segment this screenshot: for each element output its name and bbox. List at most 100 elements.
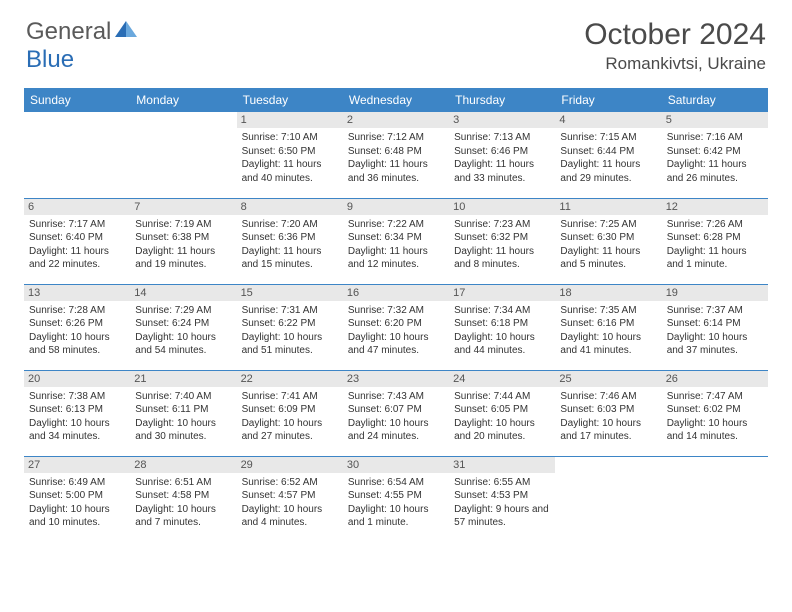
sunset-text: Sunset: 6:13 PM — [29, 403, 125, 417]
calendar-day-cell: 30Sunrise: 6:54 AMSunset: 4:55 PMDayligh… — [343, 456, 449, 542]
day-body: Sunrise: 7:17 AMSunset: 6:40 PMDaylight:… — [29, 218, 125, 272]
day-number: 4 — [555, 112, 661, 128]
weekday-header: Wednesday — [343, 88, 449, 112]
sunset-text: Sunset: 6:11 PM — [135, 403, 231, 417]
day-number: 7 — [130, 199, 236, 215]
sunset-text: Sunset: 6:48 PM — [348, 145, 444, 159]
calendar-day-cell: 18Sunrise: 7:35 AMSunset: 6:16 PMDayligh… — [555, 284, 661, 370]
day-number: 2 — [343, 112, 449, 128]
location-label: Romankivtsi, Ukraine — [584, 54, 766, 74]
sunset-text: Sunset: 4:53 PM — [454, 489, 550, 503]
daylight-text: Daylight: 11 hours and 15 minutes. — [242, 245, 338, 272]
calendar-day-cell: 26Sunrise: 7:47 AMSunset: 6:02 PMDayligh… — [662, 370, 768, 456]
sunset-text: Sunset: 6:40 PM — [29, 231, 125, 245]
sunset-text: Sunset: 5:00 PM — [29, 489, 125, 503]
calendar-day-cell: 5Sunrise: 7:16 AMSunset: 6:42 PMDaylight… — [662, 112, 768, 198]
sunset-text: Sunset: 6:24 PM — [135, 317, 231, 331]
daylight-text: Daylight: 10 hours and 7 minutes. — [135, 503, 231, 530]
day-number: 12 — [662, 199, 768, 215]
sunrise-text: Sunrise: 7:38 AM — [29, 390, 125, 404]
weekday-header: Monday — [130, 88, 236, 112]
sunset-text: Sunset: 6:44 PM — [560, 145, 656, 159]
sunset-text: Sunset: 4:58 PM — [135, 489, 231, 503]
day-body: Sunrise: 7:22 AMSunset: 6:34 PMDaylight:… — [348, 218, 444, 272]
day-number: 22 — [237, 371, 343, 387]
calendar-day-cell — [555, 456, 661, 542]
calendar-day-cell: 10Sunrise: 7:23 AMSunset: 6:32 PMDayligh… — [449, 198, 555, 284]
day-number: 13 — [24, 285, 130, 301]
day-number: 15 — [237, 285, 343, 301]
weekday-header: Sunday — [24, 88, 130, 112]
sunrise-text: Sunrise: 7:10 AM — [242, 131, 338, 145]
daylight-text: Daylight: 10 hours and 47 minutes. — [348, 331, 444, 358]
sunrise-text: Sunrise: 6:54 AM — [348, 476, 444, 490]
calendar-day-cell: 3Sunrise: 7:13 AMSunset: 6:46 PMDaylight… — [449, 112, 555, 198]
day-body: Sunrise: 7:40 AMSunset: 6:11 PMDaylight:… — [135, 390, 231, 444]
daylight-text: Daylight: 11 hours and 19 minutes. — [135, 245, 231, 272]
calendar-day-cell — [130, 112, 236, 198]
sunrise-text: Sunrise: 7:44 AM — [454, 390, 550, 404]
weekday-header-row: Sunday Monday Tuesday Wednesday Thursday… — [24, 88, 768, 112]
day-number: 24 — [449, 371, 555, 387]
day-number: 11 — [555, 199, 661, 215]
calendar-day-cell: 31Sunrise: 6:55 AMSunset: 4:53 PMDayligh… — [449, 456, 555, 542]
calendar-table: Sunday Monday Tuesday Wednesday Thursday… — [24, 88, 768, 542]
day-number: 6 — [24, 199, 130, 215]
sunrise-text: Sunrise: 7:13 AM — [454, 131, 550, 145]
sunset-text: Sunset: 6:20 PM — [348, 317, 444, 331]
sunset-text: Sunset: 6:34 PM — [348, 231, 444, 245]
day-number: 20 — [24, 371, 130, 387]
sunrise-text: Sunrise: 7:41 AM — [242, 390, 338, 404]
calendar-day-cell — [662, 456, 768, 542]
sunrise-text: Sunrise: 7:34 AM — [454, 304, 550, 318]
day-number: 21 — [130, 371, 236, 387]
sunset-text: Sunset: 6:18 PM — [454, 317, 550, 331]
calendar-day-cell: 14Sunrise: 7:29 AMSunset: 6:24 PMDayligh… — [130, 284, 236, 370]
day-body: Sunrise: 7:34 AMSunset: 6:18 PMDaylight:… — [454, 304, 550, 358]
weekday-header: Saturday — [662, 88, 768, 112]
month-title: October 2024 — [584, 18, 766, 52]
day-number: 1 — [237, 112, 343, 128]
sunset-text: Sunset: 6:30 PM — [560, 231, 656, 245]
day-number: 5 — [662, 112, 768, 128]
sunrise-text: Sunrise: 7:22 AM — [348, 218, 444, 232]
calendar-day-cell: 15Sunrise: 7:31 AMSunset: 6:22 PMDayligh… — [237, 284, 343, 370]
day-body: Sunrise: 6:55 AMSunset: 4:53 PMDaylight:… — [454, 476, 550, 530]
daylight-text: Daylight: 10 hours and 14 minutes. — [667, 417, 763, 444]
daylight-text: Daylight: 10 hours and 54 minutes. — [135, 331, 231, 358]
calendar-week-row: 27Sunrise: 6:49 AMSunset: 5:00 PMDayligh… — [24, 456, 768, 542]
title-block: October 2024 Romankivtsi, Ukraine — [584, 18, 766, 74]
daylight-text: Daylight: 9 hours and 57 minutes. — [454, 503, 550, 530]
day-number: 26 — [662, 371, 768, 387]
calendar-day-cell: 12Sunrise: 7:26 AMSunset: 6:28 PMDayligh… — [662, 198, 768, 284]
day-number: 17 — [449, 285, 555, 301]
sunrise-text: Sunrise: 7:15 AM — [560, 131, 656, 145]
sunset-text: Sunset: 6:42 PM — [667, 145, 763, 159]
day-body: Sunrise: 7:20 AMSunset: 6:36 PMDaylight:… — [242, 218, 338, 272]
calendar-day-cell: 21 Sunrise: 7:40 AMSunset: 6:11 PMDayligh… — [130, 370, 236, 456]
sunrise-text: Sunrise: 6:51 AM — [135, 476, 231, 490]
day-number: 3 — [449, 112, 555, 128]
logo: General — [26, 18, 139, 46]
daylight-text: Daylight: 10 hours and 10 minutes. — [29, 503, 125, 530]
daylight-text: Daylight: 11 hours and 5 minutes. — [560, 245, 656, 272]
day-number: 30 — [343, 457, 449, 473]
day-number: 19 — [662, 285, 768, 301]
daylight-text: Daylight: 10 hours and 51 minutes. — [242, 331, 338, 358]
calendar-day-cell: 19Sunrise: 7:37 AMSunset: 6:14 PMDayligh… — [662, 284, 768, 370]
daylight-text: Daylight: 10 hours and 58 minutes. — [29, 331, 125, 358]
sunrise-text: Sunrise: 7:28 AM — [29, 304, 125, 318]
day-number: 27 — [24, 457, 130, 473]
daylight-text: Daylight: 10 hours and 41 minutes. — [560, 331, 656, 358]
day-body: Sunrise: 6:51 AMSunset: 4:58 PMDaylight:… — [135, 476, 231, 530]
calendar-day-cell: 24Sunrise: 7:44 AMSunset: 6:05 PMDayligh… — [449, 370, 555, 456]
sunset-text: Sunset: 6:36 PM — [242, 231, 338, 245]
calendar-day-cell: 28Sunrise: 6:51 AMSunset: 4:58 PMDayligh… — [130, 456, 236, 542]
day-body: Sunrise: 7:41 AMSunset: 6:09 PMDaylight:… — [242, 390, 338, 444]
day-body: Sunrise: 7:38 AMSunset: 6:13 PMDaylight:… — [29, 390, 125, 444]
day-body: Sunrise: 7:29 AMSunset: 6:24 PMDaylight:… — [135, 304, 231, 358]
sunset-text: Sunset: 6:50 PM — [242, 145, 338, 159]
daylight-text: Daylight: 10 hours and 27 minutes. — [242, 417, 338, 444]
day-body: Sunrise: 7:46 AMSunset: 6:03 PMDaylight:… — [560, 390, 656, 444]
sunrise-text: Sunrise: 7:12 AM — [348, 131, 444, 145]
